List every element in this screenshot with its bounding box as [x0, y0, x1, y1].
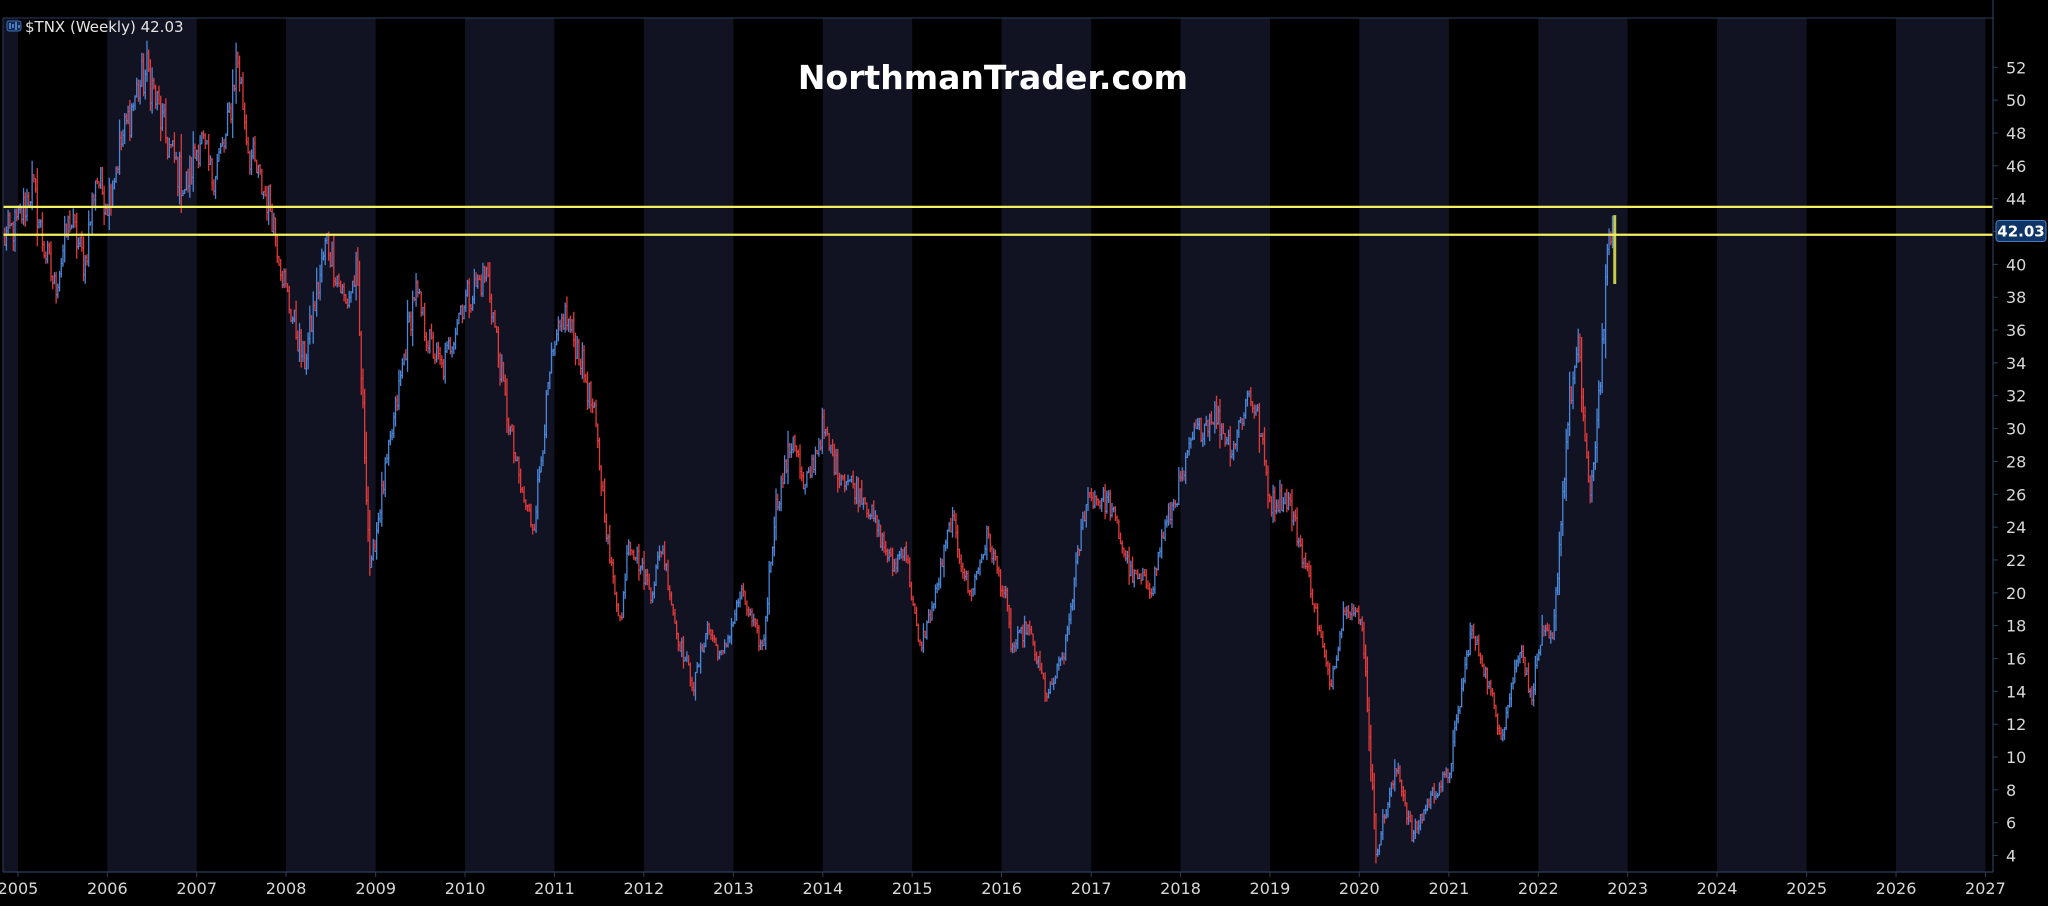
- year-band-2014: [822, 18, 913, 872]
- y-tick-label: 8: [2006, 781, 2016, 800]
- ticker-label: $TNX (Weekly) 42.03: [25, 18, 184, 36]
- y-tick-label: 24: [2006, 518, 2026, 537]
- year-band-2016: [1001, 18, 1092, 872]
- year-bands: [3, 18, 1986, 872]
- watermark: NorthmanTrader.com: [798, 58, 1188, 97]
- year-band-2010: [465, 18, 555, 872]
- y-tick-label: 14: [2006, 682, 2026, 701]
- y-tick-label: 10: [2006, 748, 2026, 767]
- year-band-2012: [643, 18, 734, 872]
- x-tick-label: 2020: [1339, 879, 1380, 898]
- x-tick-label: 2026: [1876, 879, 1917, 898]
- year-band-2020: [1359, 18, 1449, 872]
- y-tick-label: 20: [2006, 584, 2026, 603]
- y-tick-label: 30: [2006, 420, 2026, 439]
- x-tick-label: 2023: [1607, 879, 1648, 898]
- y-tick-label: 28: [2006, 452, 2026, 471]
- x-tick-label: 2005: [0, 879, 38, 898]
- year-band-2026: [1896, 18, 1986, 872]
- x-tick-label: 2012: [623, 879, 664, 898]
- x-tick-label: 2008: [266, 879, 307, 898]
- year-band-2022: [1538, 18, 1628, 872]
- y-tick-label: 50: [2006, 91, 2026, 110]
- price-badge-value: 42.03: [1997, 223, 2044, 241]
- x-axis: 2005 2006 2007 2008 2009 2010 2011 2012 2013 2014…: [0, 872, 2006, 898]
- year-band-2004: [3, 18, 18, 872]
- x-tick-label: 2011: [534, 879, 575, 898]
- x-tick-label: 2007: [176, 879, 217, 898]
- x-tick-label: 2024: [1697, 879, 1738, 898]
- ohlc-bars-glyph: [9, 22, 20, 30]
- chart-legend: $TNX (Weekly) 42.03: [6, 18, 184, 36]
- x-tick-label: 2025: [1786, 879, 1827, 898]
- x-tick-label: 2021: [1429, 879, 1470, 898]
- y-tick-label: 34: [2006, 354, 2026, 373]
- y-tick-label: 6: [2006, 814, 2016, 833]
- x-tick-label: 2027: [1965, 879, 2006, 898]
- y-tick-label: 22: [2006, 551, 2026, 570]
- x-tick-label: 2014: [802, 879, 843, 898]
- chart-frame: [2, 0, 1994, 873]
- x-tick-label: 2013: [713, 879, 754, 898]
- x-tick-label: 2009: [355, 879, 396, 898]
- y-tick-label: 12: [2006, 715, 2026, 734]
- x-tick-label: 2015: [892, 879, 933, 898]
- y-tick-label: 40: [2006, 255, 2026, 274]
- x-tick-label: 2019: [1250, 879, 1291, 898]
- y-tick-label: 32: [2006, 387, 2026, 406]
- x-tick-label: 2018: [1160, 879, 1201, 898]
- x-tick-label: 2006: [87, 879, 128, 898]
- y-tick-label: 46: [2006, 157, 2026, 176]
- y-tick-label: 44: [2006, 190, 2026, 209]
- x-tick-label: 2017: [1071, 879, 1112, 898]
- x-tick-label: 2010: [445, 879, 486, 898]
- x-tick-label: 2022: [1518, 879, 1559, 898]
- price-badge-box: [1995, 220, 2047, 243]
- x-tick-label: 2016: [981, 879, 1022, 898]
- y-tick-label: 18: [2006, 617, 2026, 636]
- y-tick-label: 16: [2006, 650, 2026, 669]
- y-tick-label: 26: [2006, 485, 2026, 504]
- year-band-2024: [1717, 18, 1807, 872]
- y-tick-label: 52: [2006, 58, 2026, 77]
- price-badge: 42.03: [1995, 220, 2047, 243]
- year-band-2008: [286, 18, 376, 872]
- y-tick-label: 48: [2006, 124, 2026, 143]
- resistance-lines: [3, 205, 1993, 236]
- y-tick-label: 38: [2006, 288, 2026, 307]
- price-series: [3, 40, 1617, 864]
- y-tick-label: 4: [2006, 847, 2016, 866]
- y-tick-label: 36: [2006, 321, 2026, 340]
